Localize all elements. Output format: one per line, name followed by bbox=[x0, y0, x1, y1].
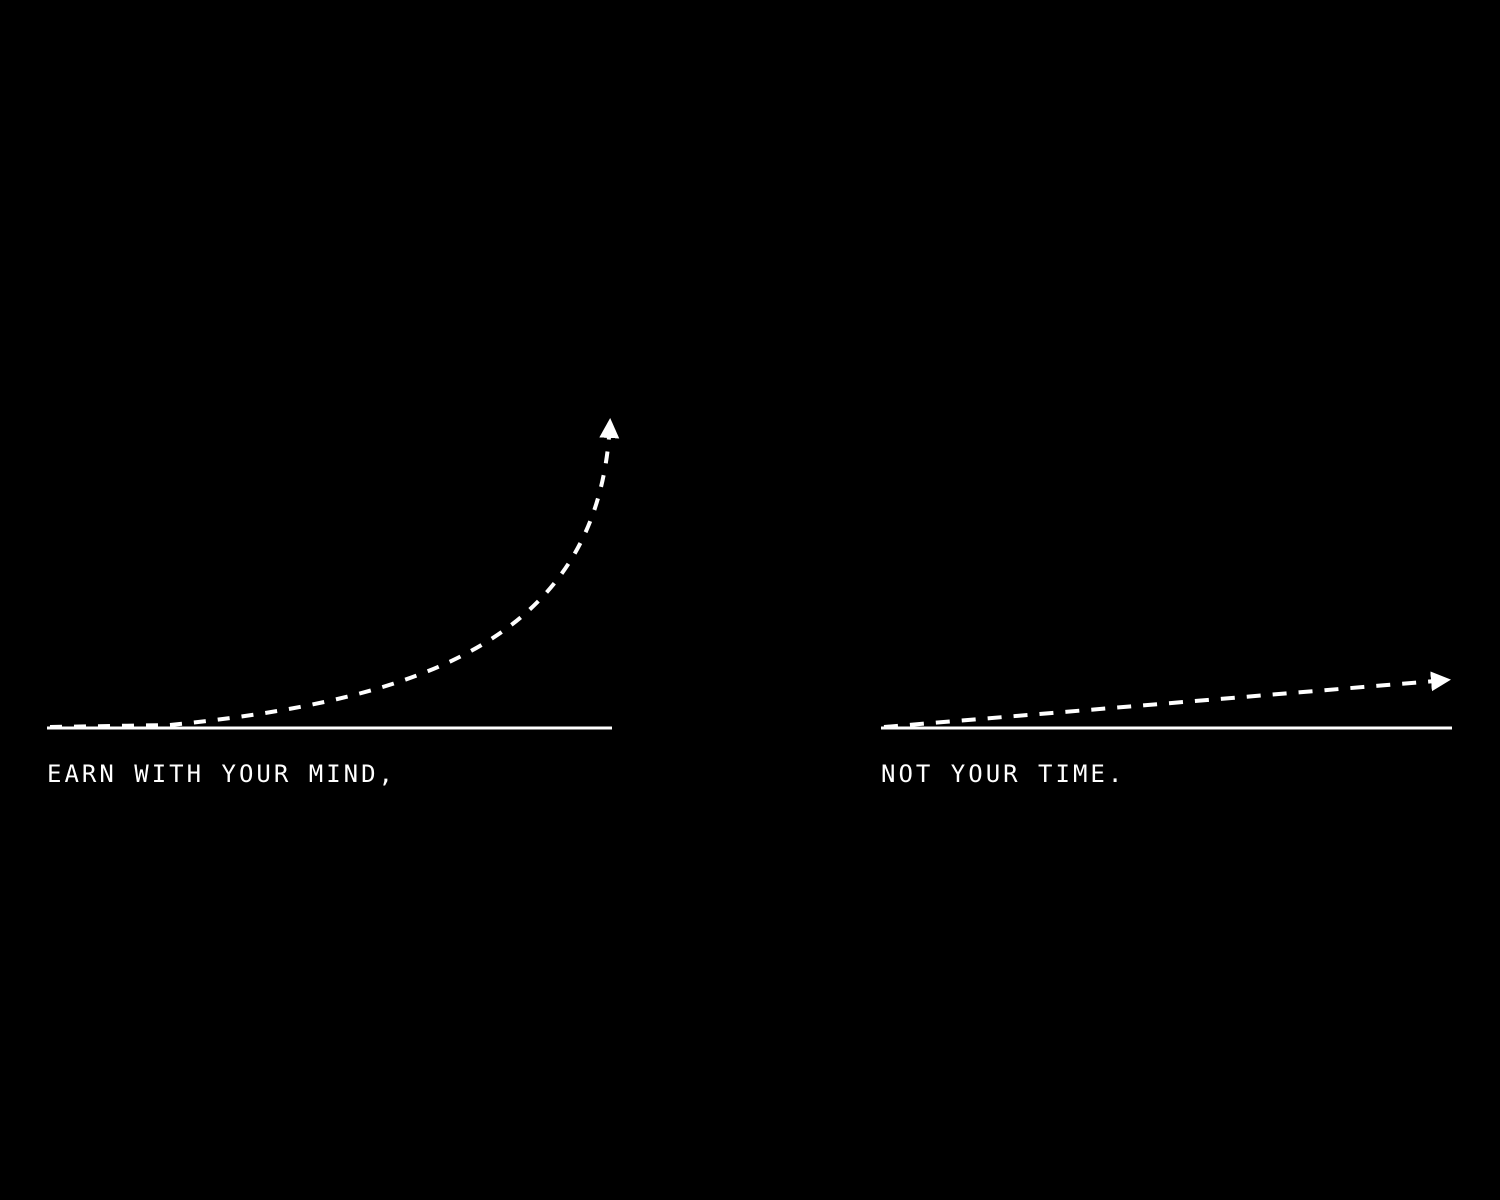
left-exponential-curve-arrow bbox=[49, 418, 620, 729]
left-caption: EARN WITH YOUR MIND, bbox=[47, 760, 396, 788]
right-caption: NOT YOUR TIME. bbox=[881, 760, 1126, 788]
right-linear-arrow bbox=[883, 671, 1451, 729]
